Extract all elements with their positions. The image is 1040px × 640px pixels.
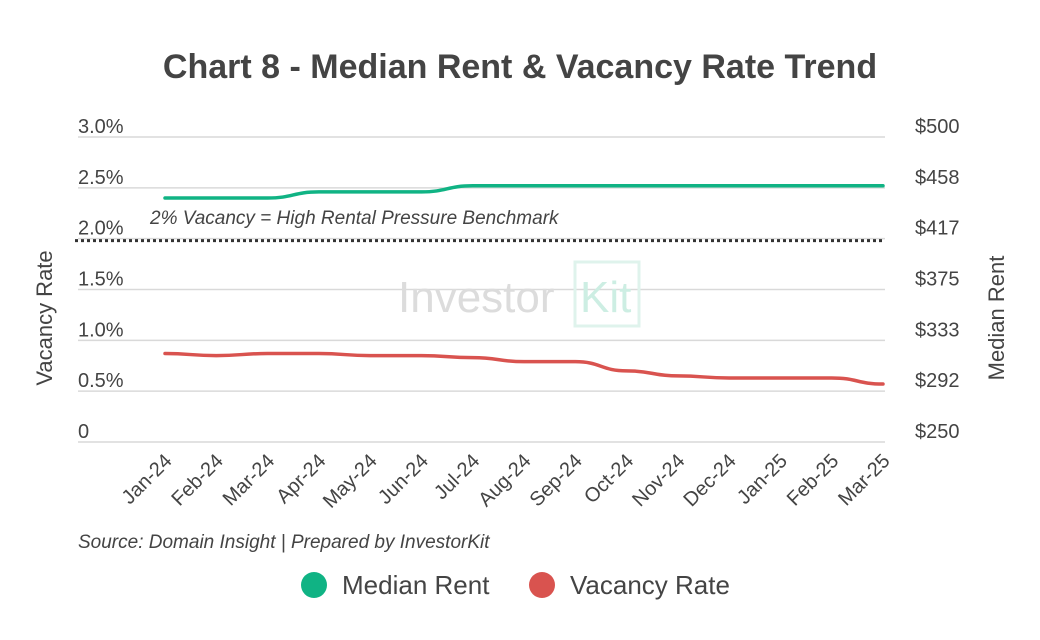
x-tick-label: Dec-24 [680,450,741,511]
left-tick-label: 0 [78,421,89,443]
x-tick-label: Feb-24 [167,450,227,510]
left-tick-label: 0.5% [78,370,124,392]
left-tick-label: 2.0% [78,218,124,240]
x-tick-label: Nov-24 [628,450,689,511]
left-tick-label: 2.5% [78,167,124,189]
right-tick-label: $458 [915,167,960,189]
x-tick-label: Jan-24 [118,450,177,509]
right-tick-label: $500 [915,116,960,138]
right-tick-label: $250 [915,421,960,443]
watermark-logo: Investor Kit [398,260,641,328]
series-line-median-rent [163,184,885,200]
right-axis-ticks: $250 $292 $333 $375 $417 $458 $500 [915,116,960,443]
x-tick-label: Oct-24 [580,450,638,508]
x-tick-label: Aug-24 [474,450,535,511]
legend-label-median-rent: Median Rent [342,570,490,600]
left-tick-label: 1.5% [78,269,124,291]
left-tick-label: 3.0% [78,116,124,138]
x-tick-label: Sep-24 [526,450,587,511]
legend-marker-median-rent [301,572,327,598]
left-tick-label: 1.0% [78,319,124,341]
x-tick-label: May-24 [319,450,382,513]
x-tick-label: Mar-25 [834,450,894,510]
chart-title: Chart 8 - Median Rent & Vacancy Rate Tre… [163,48,877,86]
right-tick-label: $375 [915,269,960,291]
legend-label-vacancy-rate: Vacancy Rate [570,570,730,600]
right-tick-label: $292 [915,370,960,392]
x-tick-label: Jun-24 [374,450,433,509]
x-tick-label: Jan-25 [733,450,792,509]
x-axis-ticks: Jan-24Feb-24Mar-24Apr-24May-24Jun-24Jul-… [118,450,895,513]
right-tick-label: $333 [915,319,960,341]
series-line-vacancy-rate [163,351,885,386]
series-lines [163,184,885,386]
watermark-text-kit: Kit [580,273,631,322]
legend-marker-vacancy-rate [529,572,555,598]
left-axis-ticks: 0 0.5% 1.0% 1.5% 2.0% 2.5% 3.0% [78,116,124,443]
legend: Median Rent Vacancy Rate [301,570,730,600]
x-tick-label: Feb-25 [783,450,843,510]
source-note: Source: Domain Insight | Prepared by Inv… [78,532,490,553]
x-tick-label: Mar-24 [219,450,279,510]
benchmark-label: 2% Vacancy = High Rental Pressure Benchm… [149,208,560,229]
watermark-text: Investor [398,273,555,322]
right-axis-label: Median Rent [984,256,1009,381]
left-axis-label: Vacancy Rate [32,250,57,385]
gridlines [78,136,885,443]
right-tick-label: $417 [915,218,960,240]
